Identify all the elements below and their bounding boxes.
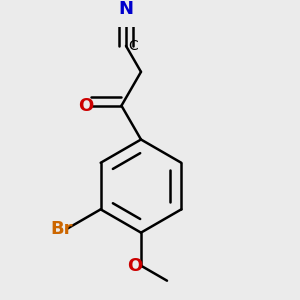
Text: C: C bbox=[129, 39, 138, 53]
Text: Br: Br bbox=[50, 220, 73, 238]
Text: N: N bbox=[118, 0, 134, 18]
Text: O: O bbox=[78, 97, 94, 115]
Text: O: O bbox=[128, 257, 142, 275]
